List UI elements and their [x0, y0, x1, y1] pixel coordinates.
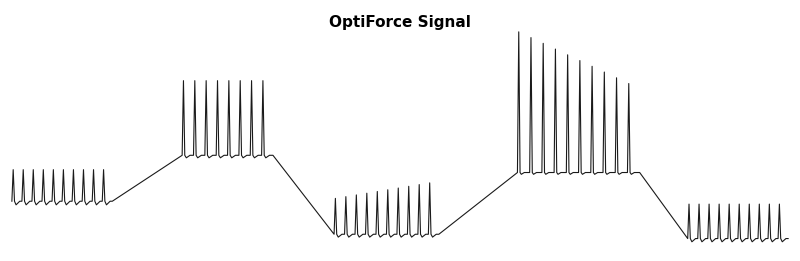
- Title: OptiForce Signal: OptiForce Signal: [329, 15, 471, 30]
